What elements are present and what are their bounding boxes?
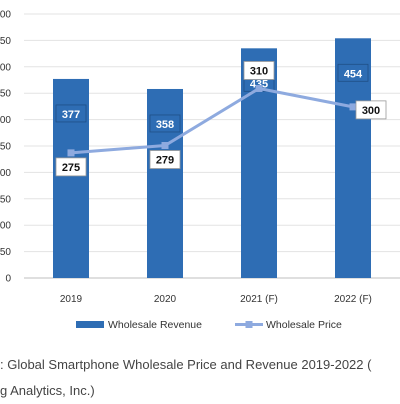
y-tick-label: 00 (0, 168, 11, 179)
x-tick-label: 2019 (60, 294, 83, 305)
bars (53, 38, 371, 279)
price-marker (255, 84, 263, 92)
caption-line-2: g Analytics, Inc.) (0, 383, 95, 398)
line-label-box (355, 100, 387, 120)
figure-caption: : Global Smartphone Wholesale Price and … (0, 352, 400, 404)
y-tick-label: 0 (5, 274, 11, 285)
bar-data-label: 358 (156, 119, 174, 131)
price-marker (67, 149, 75, 157)
y-tick-label: 50 (0, 142, 11, 153)
price-line-path (70, 86, 354, 155)
price-line (67, 84, 357, 157)
y-tick-label: 50 (0, 89, 11, 100)
line-label-box (149, 150, 181, 169)
y-tick-label: 50 (0, 194, 11, 205)
price-marker (161, 142, 169, 150)
bar-data-label: 377 (62, 109, 80, 121)
legend: Wholesale Revenue Wholesale Price (76, 319, 342, 331)
x-tick-label: 2020 (154, 294, 177, 305)
legend-label-price: Wholesale Price (266, 319, 342, 331)
bar-data-label: 454 (344, 68, 363, 80)
price-marker (349, 103, 357, 111)
y-tick-label: 00 (0, 10, 11, 21)
legend-swatch-revenue (76, 321, 104, 328)
line-data-label: 275 (62, 162, 80, 174)
y-tick-label: 00 (0, 115, 11, 126)
line-label-box (55, 157, 87, 177)
bar-label-box (55, 104, 87, 123)
y-tick-label: 00 (0, 221, 11, 232)
line-label-box (243, 61, 275, 80)
line-data-labels: 275 279 310 300 (55, 61, 387, 177)
bar-data-labels: 377 358 435 454 (55, 63, 369, 133)
x-tick-label: 2021 (F) (240, 294, 278, 305)
x-axis-ticks: 2019 2020 2021 (F) 2022 (F) (60, 294, 372, 305)
x-tick-label: 2022 (F) (334, 294, 372, 305)
y-tick-label: 00 (0, 62, 11, 73)
y-tick-label: 50 (0, 36, 11, 47)
y-axis-ticks: 0 50 00 50 00 50 00 50 00 50 00 (0, 10, 11, 285)
legend-label-revenue: Wholesale Revenue (108, 319, 202, 331)
line-data-label: 310 (250, 65, 268, 77)
bar-label-box (337, 63, 369, 82)
bar-data-label: 435 (250, 78, 268, 90)
caption-line-1: : Global Smartphone Wholesale Price and … (0, 357, 372, 372)
y-tick-label: 50 (0, 247, 11, 258)
line-data-label: 279 (156, 155, 174, 167)
bar-label-box (149, 114, 181, 133)
line-data-label: 300 (362, 105, 380, 117)
legend-marker-price (245, 321, 253, 328)
